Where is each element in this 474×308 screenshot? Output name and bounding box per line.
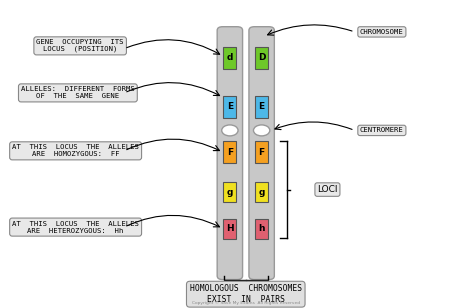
Text: F: F [227,148,233,157]
FancyBboxPatch shape [255,47,268,69]
FancyBboxPatch shape [223,141,237,163]
Text: AT  THIS  LOCUS  THE  ALLELES
ARE  HOMOZYGOUS:  FF: AT THIS LOCUS THE ALLELES ARE HOMOZYGOUS… [12,144,139,157]
FancyBboxPatch shape [255,182,268,202]
Text: H: H [226,224,234,233]
FancyBboxPatch shape [255,219,268,238]
Text: g: g [258,188,265,197]
Text: LOCI: LOCI [317,185,337,194]
Text: CHROMOSOME: CHROMOSOME [360,29,404,35]
Text: AT  THIS  LOCUS  THE  ALLELES
ARE  HETEROZYGOUS:  Hh: AT THIS LOCUS THE ALLELES ARE HETEROZYGO… [12,221,139,233]
Text: g: g [227,188,233,197]
Text: F: F [259,148,264,157]
Text: CENTROMERE: CENTROMERE [360,128,404,133]
Text: HOMOLOGOUS  CHROMOSOMES
EXIST  IN  PAIRS: HOMOLOGOUS CHROMOSOMES EXIST IN PAIRS [190,285,302,304]
Text: GENE  OCCUPYING  ITS
LOCUS  (POSITION): GENE OCCUPYING ITS LOCUS (POSITION) [36,39,124,52]
Text: D: D [258,53,265,62]
Text: ALLELES:  DIFFERENT  FORMS
OF  THE  SAME  GENE: ALLELES: DIFFERENT FORMS OF THE SAME GEN… [21,86,135,99]
Text: h: h [258,224,265,233]
Circle shape [254,125,270,136]
FancyBboxPatch shape [223,96,237,118]
Text: E: E [227,102,233,111]
FancyBboxPatch shape [255,96,268,118]
FancyBboxPatch shape [223,47,237,69]
FancyBboxPatch shape [223,219,237,238]
Text: Copyright © Save My Exams  All Rights Reserved: Copyright © Save My Exams All Rights Res… [191,301,300,305]
FancyBboxPatch shape [249,27,274,280]
Text: d: d [227,53,233,62]
FancyBboxPatch shape [223,182,237,202]
FancyBboxPatch shape [217,27,243,280]
FancyBboxPatch shape [255,141,268,163]
Text: E: E [259,102,264,111]
Circle shape [222,125,238,136]
